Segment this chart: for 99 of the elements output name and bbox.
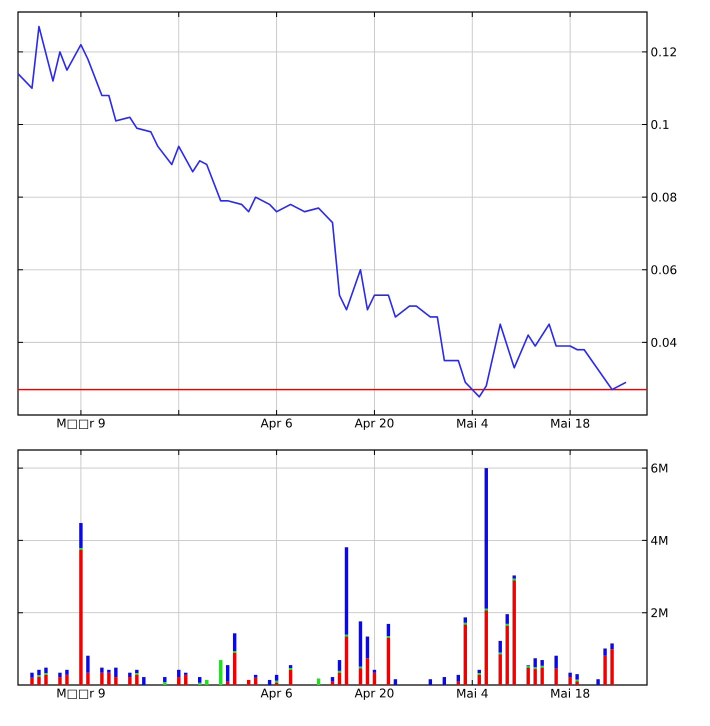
bar: [330, 677, 334, 682]
y-tick-label: 0.04: [651, 338, 676, 347]
bar: [554, 656, 558, 668]
bar: [575, 674, 579, 680]
bar: [338, 672, 342, 685]
bar: [533, 669, 537, 685]
bar: [512, 575, 516, 579]
bar: [65, 674, 69, 685]
bar: [386, 624, 390, 636]
y-tick-label: 6M: [651, 464, 668, 473]
bar: [86, 672, 90, 685]
y-tick-label: 0.1: [651, 120, 668, 130]
bar: [568, 677, 572, 685]
bar: [232, 633, 236, 652]
y-tick-label: 0.08: [651, 192, 676, 202]
bar: [86, 656, 90, 673]
bar: [246, 680, 250, 685]
bar: [58, 672, 62, 678]
bar: [394, 679, 398, 685]
bar: [533, 658, 537, 668]
bar: [554, 668, 558, 685]
bar: [65, 670, 69, 675]
bar: [610, 643, 614, 650]
bar: [506, 626, 509, 685]
bar: [30, 672, 34, 678]
bar: [464, 617, 467, 623]
bar: [540, 668, 544, 685]
bar: [218, 660, 222, 685]
bar: [338, 660, 342, 671]
bar: [198, 677, 202, 683]
bar: [498, 654, 502, 685]
x-tick-label: M□□r 9: [57, 688, 105, 699]
bar: [372, 670, 376, 673]
bar: [456, 674, 460, 682]
x-tick-label: Apr 6: [260, 418, 292, 430]
bar: [603, 648, 607, 656]
x-tick-label: Apr 20: [354, 688, 394, 700]
bar: [274, 674, 278, 681]
bar: [484, 610, 488, 685]
bar: [288, 670, 292, 685]
bar: [254, 674, 258, 678]
bar: [464, 624, 467, 685]
bar: [478, 670, 481, 674]
y-tick-label: 2M: [651, 608, 668, 618]
bar: [512, 580, 516, 685]
bar: [114, 677, 118, 685]
x-tick-label: M□□r 9: [57, 418, 105, 429]
bar: [540, 660, 544, 666]
bar: [135, 670, 139, 674]
bar: [610, 649, 614, 685]
bar: [288, 665, 292, 668]
bar: [226, 681, 230, 685]
bar: [372, 672, 376, 685]
x-tick-label: Apr 6: [260, 688, 292, 700]
bar: [142, 677, 146, 685]
x-tick-label: Mai 4: [457, 418, 488, 428]
bar: [478, 674, 481, 685]
x-tick-label: Mai 18: [551, 418, 590, 428]
bar: [58, 677, 62, 685]
bar: [177, 670, 180, 678]
bar: [442, 677, 446, 685]
y-tick-label: 0.12: [651, 47, 676, 56]
bar: [366, 658, 370, 685]
bar: [596, 679, 600, 685]
bar: [114, 668, 118, 678]
bar: [135, 674, 139, 685]
bar: [498, 640, 502, 652]
x-tick-label: Mai 4: [457, 688, 488, 698]
bar: [163, 677, 166, 682]
x-tick-label: Apr 20: [354, 418, 394, 430]
bar: [107, 672, 111, 685]
bar: [268, 680, 272, 685]
bar: [506, 614, 509, 624]
y-tick-label: 4M: [651, 536, 668, 545]
bar: [79, 523, 83, 548]
bar: [128, 672, 132, 678]
y-tick-label: 0.06: [651, 265, 676, 274]
bar: [100, 668, 104, 673]
bar: [575, 681, 579, 685]
bar: [184, 674, 188, 685]
bar: [177, 677, 180, 685]
bar: [254, 678, 258, 685]
bar: [163, 682, 166, 685]
bar: [568, 672, 572, 678]
bar: [366, 636, 370, 658]
bar: [128, 677, 132, 685]
bar: [603, 656, 607, 685]
bar: [79, 550, 83, 685]
bar: [107, 670, 111, 673]
bar: [232, 652, 236, 685]
bar: [428, 679, 432, 685]
bar: [226, 665, 230, 682]
bar: [456, 681, 460, 685]
bar: [205, 680, 208, 685]
bar: [386, 638, 390, 685]
bar: [484, 468, 488, 609]
bar: [100, 672, 104, 685]
bar: [526, 668, 530, 685]
x-tick-label: Mai 18: [551, 688, 590, 698]
